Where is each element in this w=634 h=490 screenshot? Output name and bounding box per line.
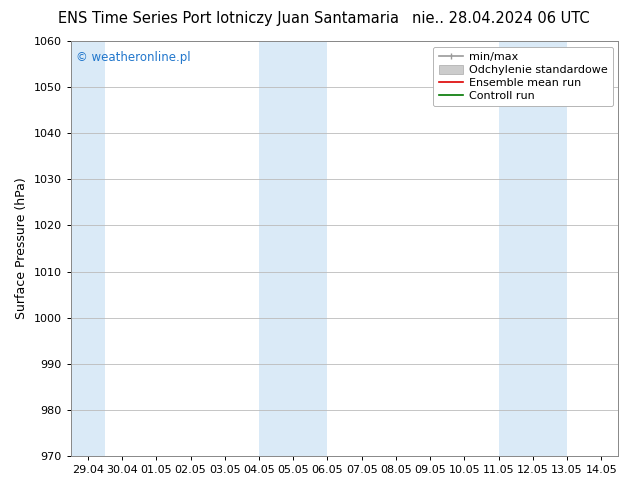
Text: nie.. 28.04.2024 06 UTC: nie.. 28.04.2024 06 UTC [412,11,590,26]
Bar [259,41,328,456]
Text: © weatheronline.pl: © weatheronline.pl [76,51,191,64]
Text: ENS Time Series Port lotniczy Juan Santamaria: ENS Time Series Port lotniczy Juan Santa… [58,11,399,26]
Bar [71,41,105,456]
Y-axis label: Surface Pressure (hPa): Surface Pressure (hPa) [15,178,28,319]
Legend: min/max, Odchylenie standardowe, Ensemble mean run, Controll run: min/max, Odchylenie standardowe, Ensembl… [433,47,613,106]
Bar [499,41,567,456]
